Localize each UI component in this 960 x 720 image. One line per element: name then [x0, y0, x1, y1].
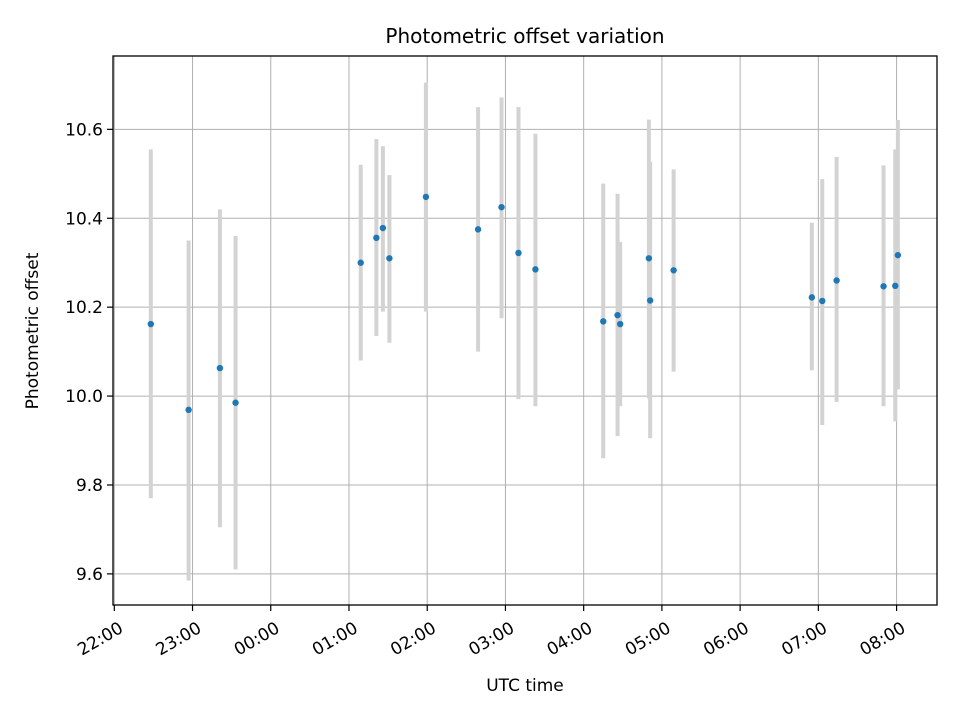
x-tick-label: 22:00: [74, 618, 126, 660]
data-point: [147, 320, 155, 328]
y-tick-label: 10.0: [65, 387, 103, 407]
chart-title: Photometric offset variation: [385, 24, 664, 48]
x-tick-label: 03:00: [466, 618, 518, 660]
data-point: [819, 297, 826, 305]
data-point: [373, 234, 380, 242]
data-point: [498, 203, 505, 211]
y-tick-label: 10.6: [65, 120, 103, 140]
data-points: [147, 193, 902, 414]
data-point: [880, 283, 887, 290]
x-tick-label: 06:00: [700, 618, 752, 660]
x-tick-label: 07:00: [778, 618, 830, 660]
y-tick-label: 9.6: [76, 565, 103, 585]
data-point: [646, 297, 654, 304]
y-tick-label: 10.2: [65, 298, 103, 318]
data-point: [894, 251, 902, 259]
y-axis-ticks: 9.6 9.8 10.0 10.2 10.4 10.6: [65, 120, 113, 585]
data-point: [616, 320, 624, 328]
data-point: [185, 406, 192, 414]
x-tick-label: 01:00: [309, 618, 361, 660]
data-point: [808, 294, 816, 301]
data-point: [833, 277, 840, 284]
data-point: [216, 364, 224, 372]
plot-frame: [112, 55, 938, 606]
y-tick-label: 10.4: [65, 209, 103, 229]
error-bars: [148, 82, 900, 581]
x-axis-label: UTC time: [486, 676, 564, 696]
data-point: [614, 311, 621, 319]
data-point: [892, 282, 899, 290]
y-tick-label: 9.8: [76, 476, 103, 496]
x-tick-label: 00:00: [231, 618, 283, 660]
data-point: [357, 259, 364, 266]
data-point: [379, 224, 387, 232]
x-axis-ticks: 22:00 23:00 00:00 01:00 02:00 03:00 04:00 05:00…: [74, 605, 909, 660]
data-point: [532, 266, 539, 273]
y-axis-label: Photometric offset: [23, 252, 43, 409]
x-tick-label: 08:00: [857, 618, 909, 660]
data-point: [474, 226, 482, 233]
x-tick-label: 23:00: [153, 618, 205, 660]
data-point: [232, 399, 239, 406]
data-point: [515, 249, 522, 257]
x-tick-label: 04:00: [544, 618, 596, 660]
x-tick-label: 02:00: [387, 618, 439, 660]
data-point: [670, 267, 677, 274]
data-point: [386, 255, 393, 262]
data-point: [600, 318, 607, 325]
x-tick-label: 05:00: [622, 618, 674, 660]
data-point: [422, 193, 430, 201]
data-point: [645, 255, 653, 262]
